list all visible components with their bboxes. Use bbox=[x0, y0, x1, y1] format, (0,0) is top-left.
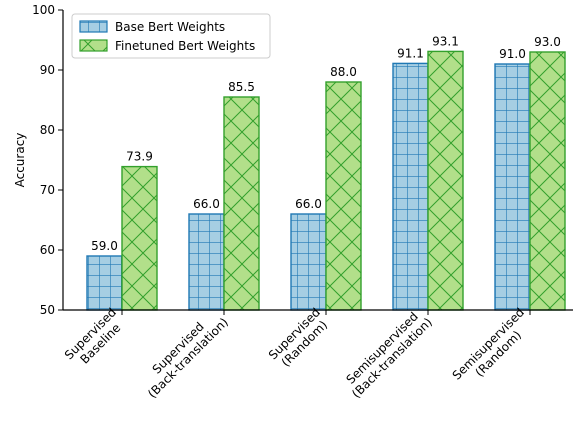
data-label-base-4: 91.1 bbox=[397, 46, 424, 60]
y-tick-label-70: 70 bbox=[40, 183, 55, 197]
x-tick-label-3: Supervised(Random) bbox=[266, 305, 330, 369]
legend-swatch-finetuned bbox=[79, 39, 108, 52]
legend-box bbox=[71, 13, 271, 59]
bar-finetuned-3 bbox=[325, 81, 362, 311]
bar-base-4 bbox=[392, 62, 429, 311]
legend-swatch-base bbox=[79, 20, 108, 33]
y-tick-label-80: 80 bbox=[40, 123, 55, 137]
bar-base-3 bbox=[290, 213, 327, 311]
data-label-finetuned-5: 93.0 bbox=[534, 35, 561, 49]
bar-finetuned-5 bbox=[529, 51, 566, 311]
y-tick-label-50: 50 bbox=[40, 303, 55, 317]
data-label-finetuned-2: 85.5 bbox=[228, 80, 255, 94]
y-tick-label-60: 60 bbox=[40, 243, 55, 257]
bar-finetuned-2 bbox=[223, 96, 260, 311]
data-label-base-5: 91.0 bbox=[499, 47, 526, 61]
x-tick-label-5: Semisupervised(Random) bbox=[450, 305, 527, 382]
data-label-base-1: 59.0 bbox=[91, 239, 118, 253]
data-label-finetuned-4: 93.1 bbox=[432, 34, 459, 48]
bar-base-2 bbox=[188, 213, 225, 311]
y-tick-label-100: 100 bbox=[32, 3, 55, 17]
bar-finetuned-1 bbox=[121, 165, 158, 311]
y-axis-label: Accuracy bbox=[13, 133, 27, 188]
y-tick-label-90: 90 bbox=[40, 63, 55, 77]
legend-label-base: Base Bert Weights bbox=[115, 20, 225, 34]
bar-finetuned-4 bbox=[427, 50, 464, 311]
plot-area: 59.0 66.0 66.0 91.1 91.0 73.9 85.5 88.0 93.1 93.0… bbox=[13, 3, 573, 401]
data-label-base-3: 66.0 bbox=[295, 197, 322, 211]
x-tick-label-4: Semisupervised(Back-translation) bbox=[343, 309, 435, 401]
legend-label-finetuned: Finetuned Bert Weights bbox=[115, 39, 255, 53]
bar-base-5 bbox=[494, 63, 531, 311]
x-tick-label-2: Supervised(Back-translation) bbox=[145, 315, 231, 401]
bar-base-1 bbox=[86, 255, 123, 311]
data-label-finetuned-1: 73.9 bbox=[126, 150, 153, 164]
data-label-finetuned-3: 88.0 bbox=[330, 65, 357, 79]
data-label-base-2: 66.0 bbox=[193, 197, 220, 211]
legend: Base Bert Weights Finetuned Bert Weights bbox=[71, 13, 271, 59]
